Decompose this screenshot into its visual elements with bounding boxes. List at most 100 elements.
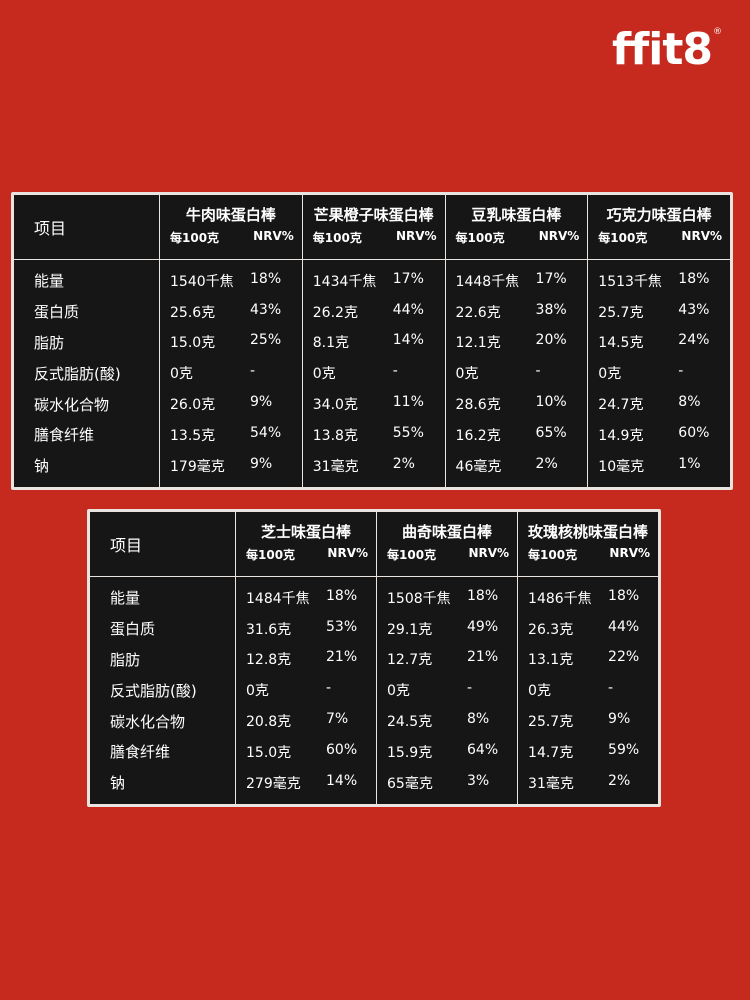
nutrient-cell: 1484千焦 18% xyxy=(236,583,377,614)
nrv-value: 1% xyxy=(678,456,730,476)
nutrient-cell: 0克 - xyxy=(377,675,518,706)
amount-value: 14.9克 xyxy=(588,425,678,445)
nutrient-cell: 25.7克 43% xyxy=(588,296,730,327)
item-header: 项目 xyxy=(14,195,160,259)
amount-value: 13.5克 xyxy=(160,425,250,445)
nutrient-cell-inner: 1448千焦 17% xyxy=(446,271,588,291)
table-row: 碳水化合物 20.8克 7% 24.5克 8% 25.7克 9% xyxy=(90,706,658,737)
spacer-cell xyxy=(236,798,377,804)
amount-value: 25.7克 xyxy=(588,302,678,322)
nutrient-cell-inner: 0克 - xyxy=(446,363,588,383)
table-row: 蛋白质 31.6克 53% 29.1克 49% 26.3克 44% xyxy=(90,613,658,644)
nutrient-cell-inner: 26.0克 9% xyxy=(160,394,302,414)
amount-value: 28.6克 xyxy=(446,394,536,414)
nutrient-cell: 46毫克 2% xyxy=(445,450,588,481)
nrv-value: 17% xyxy=(393,271,445,291)
nutrition-table-1: 项目 牛肉味蛋白棒 每100克 NRV% 芒果橙子味蛋白棒 每100克 NRV% 豆乳味蛋白棒… xyxy=(11,192,733,490)
table-row: 膳食纤维 15.0克 60% 15.9克 64% 14.7克 59% xyxy=(90,736,658,767)
nutrient-cell-inner: 24.7克 8% xyxy=(588,394,730,414)
nutrient-cell-inner: 1540千焦 18% xyxy=(160,271,302,291)
flavor-header: 牛肉味蛋白棒 每100克 NRV% xyxy=(160,195,303,259)
table-row: 钠 279毫克 14% 65毫克 3% 31毫克 2% xyxy=(90,767,658,798)
nutrient-cell: 0克 - xyxy=(445,358,588,389)
nutrient-cell: 28.6克 10% xyxy=(445,389,588,420)
spacer-cell xyxy=(445,481,588,487)
nutrient-label: 脂肪 xyxy=(90,644,236,675)
nutrient-cell-inner: 31.6克 53% xyxy=(236,619,376,639)
nutrient-cell: 1434千焦 17% xyxy=(302,266,445,297)
nutrient-cell-inner: 10毫克 1% xyxy=(588,456,730,476)
spacer-row xyxy=(90,798,658,804)
nutrient-cell-inner: 46毫克 2% xyxy=(446,456,588,476)
amount-value: 1508千焦 xyxy=(377,588,467,608)
table-row: 膳食纤维 13.5克 54% 13.8克 55% 16.2克 65% 14.9克 60% xyxy=(14,419,730,450)
amount-value: 24.7克 xyxy=(588,394,678,414)
nutrient-cell: 31毫克 2% xyxy=(302,450,445,481)
per-100g-header: 每100克 xyxy=(313,229,362,246)
table-row: 碳水化合物 26.0克 9% 34.0克 11% 28.6克 10% 24.7克 8% xyxy=(14,389,730,420)
nutrient-cell: 14.9克 60% xyxy=(588,419,730,450)
nutrient-cell: 15.0克 25% xyxy=(160,327,303,358)
amount-value: 8.1克 xyxy=(303,332,393,352)
nrv-value: - xyxy=(608,680,658,700)
flavor-header: 曲奇味蛋白棒 每100克 NRV% xyxy=(377,512,518,576)
nrv-value: 21% xyxy=(467,649,517,669)
nrv-value: 60% xyxy=(326,742,376,762)
flavor-name: 曲奇味蛋白棒 xyxy=(377,522,517,542)
flavor-name: 豆乳味蛋白棒 xyxy=(446,205,588,225)
nutrient-cell: 179毫克 9% xyxy=(160,450,303,481)
amount-value: 26.3克 xyxy=(518,619,608,639)
flavor-name: 玫瑰核桃味蛋白棒 xyxy=(518,522,658,542)
nutrient-cell: 13.8克 55% xyxy=(302,419,445,450)
amount-value: 0克 xyxy=(588,363,678,383)
nutrient-cell-inner: 12.7克 21% xyxy=(377,649,517,669)
nutrition-table-2-grid: 项目 芝士味蛋白棒 每100克 NRV% 曲奇味蛋白棒 每100克 NRV% 玫瑰核桃味蛋白棒… xyxy=(90,512,658,804)
nutrient-cell-inner: 65毫克 3% xyxy=(377,773,517,793)
nutrient-cell: 15.0克 60% xyxy=(236,736,377,767)
amount-value: 22.6克 xyxy=(446,302,536,322)
nutrient-cell: 1513千焦 18% xyxy=(588,266,730,297)
nutrient-cell-inner: 15.0克 60% xyxy=(236,742,376,762)
nutrient-cell-inner: 29.1克 49% xyxy=(377,619,517,639)
table-row: 钠 179毫克 9% 31毫克 2% 46毫克 2% 10毫克 1% xyxy=(14,450,730,481)
amount-value: 31.6克 xyxy=(236,619,326,639)
spacer-cell xyxy=(377,798,518,804)
nutrient-cell: 1508千焦 18% xyxy=(377,583,518,614)
nrv-value: 18% xyxy=(250,271,302,291)
nutrient-cell: 24.5克 8% xyxy=(377,706,518,737)
nutrient-label: 蛋白质 xyxy=(90,613,236,644)
table-row: 能量 1484千焦 18% 1508千焦 18% 1486千焦 18% xyxy=(90,583,658,614)
nutrient-cell-inner: 34.0克 11% xyxy=(303,394,445,414)
brand-logo: ffit8® xyxy=(612,28,721,72)
nutrient-cell: 0克 - xyxy=(588,358,730,389)
spacer-cell xyxy=(90,798,236,804)
spacer-cell xyxy=(14,481,160,487)
nrv-value: 21% xyxy=(326,649,376,669)
nrv-value: 8% xyxy=(467,711,517,731)
nutrient-cell: 26.2克 44% xyxy=(302,296,445,327)
amount-value: 13.8克 xyxy=(303,425,393,445)
nutrient-label: 能量 xyxy=(14,266,160,297)
nutrient-cell-inner: 0克 - xyxy=(160,363,302,383)
nrv-value: - xyxy=(326,680,376,700)
nutrient-cell-inner: 1486千焦 18% xyxy=(518,588,658,608)
nutrient-cell: 1540千焦 18% xyxy=(160,266,303,297)
flavor-name: 巧克力味蛋白棒 xyxy=(588,205,730,225)
nrv-value: 25% xyxy=(250,332,302,352)
nutrient-cell-inner: 25.7克 9% xyxy=(518,711,658,731)
flavor-header: 芒果橙子味蛋白棒 每100克 NRV% xyxy=(302,195,445,259)
flavor-subheader: 每100克 NRV% xyxy=(303,225,445,246)
amount-value: 0克 xyxy=(236,680,326,700)
nutrient-cell: 8.1克 14% xyxy=(302,327,445,358)
nutrient-label: 能量 xyxy=(90,583,236,614)
nutrient-cell-inner: 0克 - xyxy=(518,680,658,700)
nutrient-cell: 0克 - xyxy=(302,358,445,389)
nrv-header: NRV% xyxy=(327,546,368,563)
nrv-value: 43% xyxy=(678,302,730,322)
flavor-name: 牛肉味蛋白棒 xyxy=(160,205,302,225)
nutrient-cell-inner: 14.7克 59% xyxy=(518,742,658,762)
nrv-value: 7% xyxy=(326,711,376,731)
nrv-value: 9% xyxy=(250,394,302,414)
nutrient-cell-inner: 13.1克 22% xyxy=(518,649,658,669)
nrv-value: 2% xyxy=(393,456,445,476)
